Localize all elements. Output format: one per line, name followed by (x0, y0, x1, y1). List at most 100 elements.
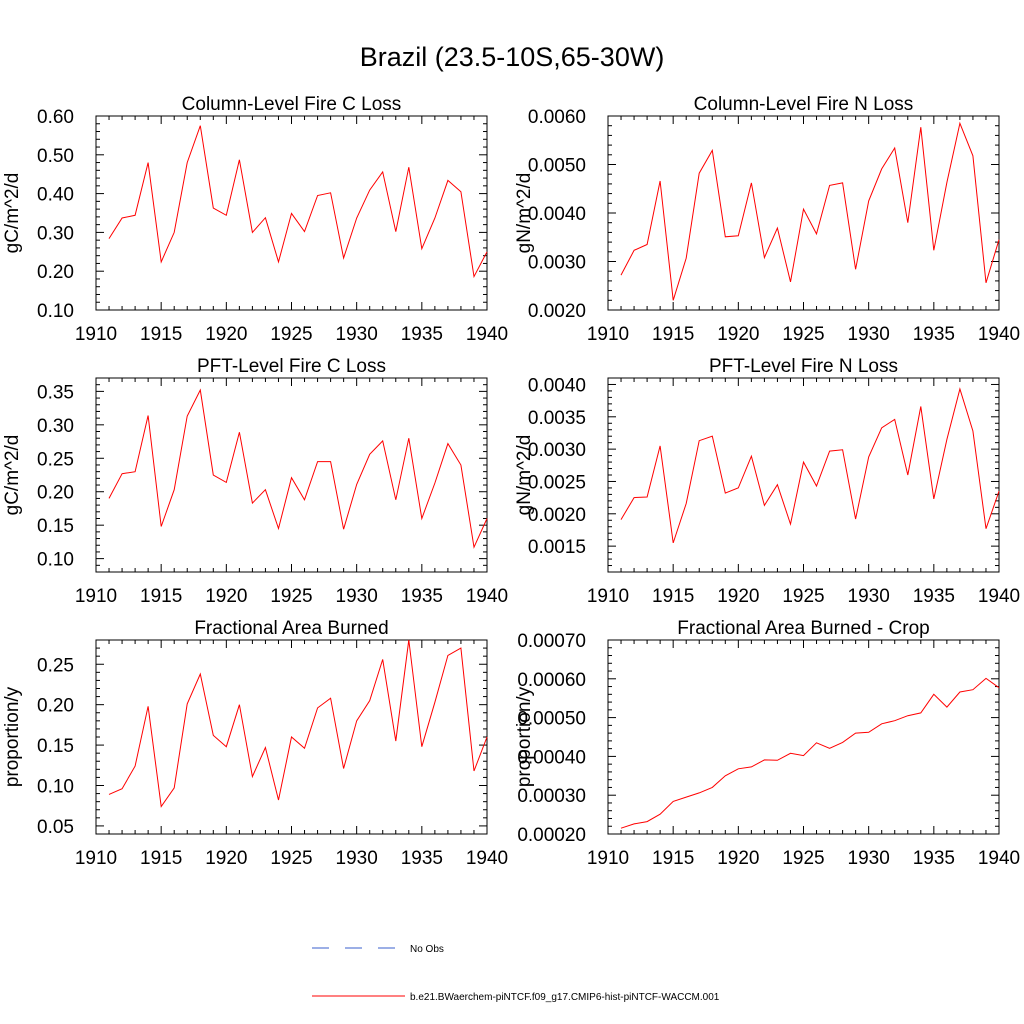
y-tick-label: 0.0050 (528, 156, 586, 177)
x-tick-label: 1930 (336, 324, 378, 345)
x-tick-label: 1920 (717, 848, 759, 869)
y-tick-label: 0.00020 (517, 825, 586, 846)
y-tick-label: 0.0030 (528, 253, 586, 274)
y-tick-label: 0.30 (37, 416, 74, 437)
x-tick-label: 1930 (848, 848, 890, 869)
y-tick-label: 0.50 (37, 146, 74, 167)
y-axis-label: proportion/y (2, 686, 23, 787)
y-tick-label: 0.0035 (528, 408, 586, 429)
y-tick-label: 0.0020 (528, 301, 586, 322)
y-tick-label: 0.60 (37, 107, 74, 128)
x-tick-label: 1925 (270, 586, 312, 607)
x-tick-label: 1910 (75, 586, 117, 607)
panel-col-fire-c: Column-Level Fire C Loss gC/m^2/d 1910 1915… (2, 94, 508, 345)
y-tick-label: 0.0040 (528, 204, 586, 225)
panel-title: Fractional Area Burned - Crop (677, 618, 929, 639)
y-tick-label: 0.00060 (517, 670, 586, 691)
panel-title: Column-Level Fire C Loss (182, 94, 402, 115)
x-tick-label: 1910 (587, 324, 629, 345)
x-tick-label: 1930 (336, 848, 378, 869)
legend-label-model: b.e21.BWaerchem-piNTCF.f09_g17.CMIP6-his… (410, 992, 720, 1003)
x-tick-label: 1910 (75, 848, 117, 869)
x-tick-label: 1920 (717, 586, 759, 607)
y-tick-label: 0.10 (37, 777, 74, 798)
x-tick-label: 1940 (466, 848, 508, 869)
y-tick-label: 0.05 (37, 817, 74, 838)
x-tick-label: 1915 (652, 324, 694, 345)
plot-frame (607, 377, 1000, 573)
x-tick-label: 1935 (913, 848, 955, 869)
y-tick-label: 0.25 (37, 655, 74, 676)
y-axis-label: gN/m^2/d (514, 173, 535, 254)
series-line (108, 388, 488, 549)
y-tick-label: 0.25 (37, 449, 74, 470)
series-line (620, 677, 1000, 829)
x-tick-label: 1930 (336, 586, 378, 607)
x-tick-label: 1940 (466, 586, 508, 607)
y-axis-label: gC/m^2/d (2, 173, 23, 254)
x-tick-label: 1915 (140, 324, 182, 345)
y-tick-label: 0.10 (37, 550, 74, 571)
plot-frame (607, 115, 1000, 311)
y-axis-label: gN/m^2/d (514, 435, 535, 516)
x-tick-label: 1940 (466, 324, 508, 345)
x-tick-label: 1925 (782, 324, 824, 345)
x-tick-label: 1920 (205, 848, 247, 869)
y-axis-label: proportion/y (514, 686, 535, 787)
x-tick-label: 1915 (140, 586, 182, 607)
panel-grid: Column-Level Fire C Loss gC/m^2/d 1910 1915… (2, 94, 1020, 869)
y-tick-label: 0.35 (37, 382, 74, 403)
panel-col-fire-n: Column-Level Fire N Loss gN/m^2/d 1910 1915… (514, 94, 1020, 345)
x-tick-label: 1940 (978, 324, 1020, 345)
legend-label-no-obs: No Obs (410, 944, 444, 955)
y-tick-label: 0.0040 (528, 375, 586, 396)
y-tick-label: 0.15 (37, 516, 74, 537)
y-tick-label: 0.00040 (517, 747, 586, 768)
x-tick-label: 1920 (205, 586, 247, 607)
x-tick-label: 1915 (652, 848, 694, 869)
series-line (108, 125, 488, 279)
figure-title: Brazil (23.5-10S,65-30W) (360, 42, 665, 72)
x-tick-label: 1915 (652, 586, 694, 607)
x-tick-label: 1925 (270, 324, 312, 345)
legend: No Obs b.e21.BWaerchem-piNTCF.f09_g17.CM… (312, 944, 720, 1003)
y-tick-label: 0.00050 (517, 709, 586, 730)
x-tick-label: 1935 (401, 848, 443, 869)
y-tick-label: 0.0020 (528, 505, 586, 526)
x-tick-label: 1940 (978, 586, 1020, 607)
x-tick-label: 1925 (782, 848, 824, 869)
panel-title: Fractional Area Burned (194, 618, 388, 639)
y-tick-label: 0.30 (37, 223, 74, 244)
x-tick-label: 1935 (401, 586, 443, 607)
series-line (108, 639, 488, 808)
y-tick-label: 0.20 (37, 696, 74, 717)
y-tick-label: 0.0030 (528, 440, 586, 461)
x-tick-label: 1935 (401, 324, 443, 345)
y-tick-label: 0.00070 (517, 631, 586, 652)
x-tick-label: 1920 (717, 324, 759, 345)
y-axis-label: gC/m^2/d (2, 435, 23, 516)
panel-frac-area-burned: Fractional Area Burned proportion/y 1910 19… (2, 618, 508, 869)
y-tick-label: 0.0025 (528, 472, 586, 493)
y-tick-label: 0.20 (37, 262, 74, 283)
x-tick-label: 1910 (587, 848, 629, 869)
y-tick-label: 0.10 (37, 301, 74, 322)
x-tick-label: 1930 (848, 324, 890, 345)
x-tick-label: 1910 (75, 324, 117, 345)
y-tick-label: 0.15 (37, 736, 74, 757)
panel-pft-fire-c: PFT-Level Fire C Loss gC/m^2/d 1910 1915 192… (2, 356, 508, 607)
x-tick-label: 1930 (848, 586, 890, 607)
x-tick-label: 1925 (782, 586, 824, 607)
panel-pft-fire-n: PFT-Level Fire N Loss gN/m^2/d 1910 1915 192… (514, 356, 1020, 607)
y-tick-label: 0.00030 (517, 786, 586, 807)
x-tick-label: 1935 (913, 324, 955, 345)
y-tick-label: 0.20 (37, 483, 74, 504)
panel-title: Column-Level Fire N Loss (694, 94, 914, 115)
x-tick-label: 1920 (205, 324, 247, 345)
x-tick-label: 1925 (270, 848, 312, 869)
x-tick-label: 1910 (587, 586, 629, 607)
series-line (620, 121, 1000, 301)
y-tick-label: 0.0015 (528, 537, 586, 558)
